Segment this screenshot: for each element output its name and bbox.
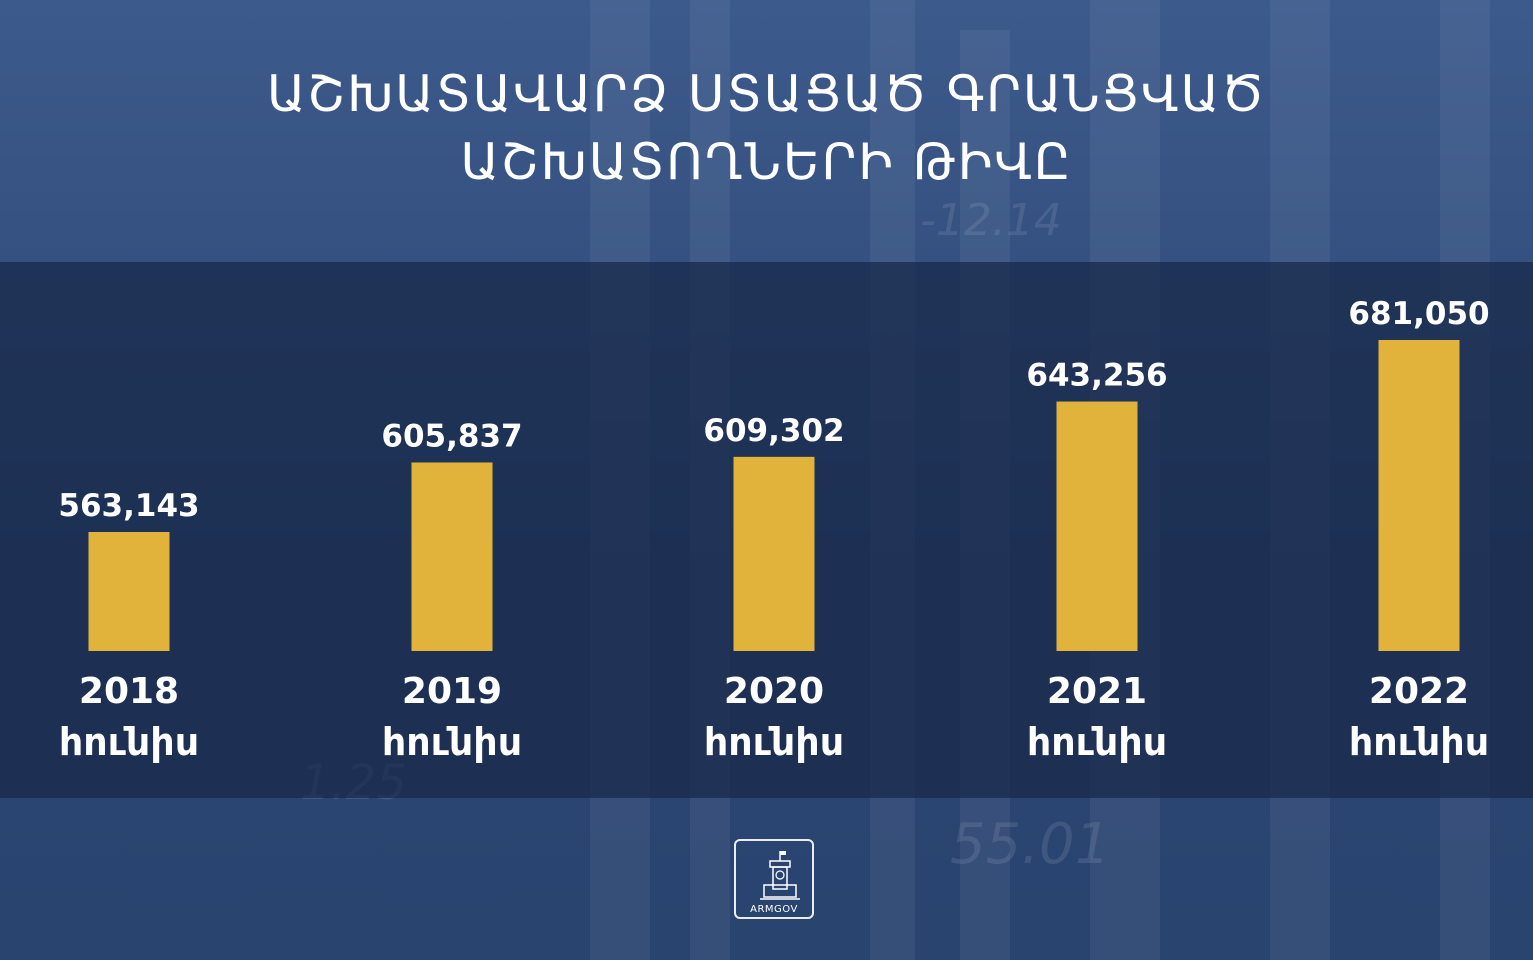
value-label-2020: 609,302 [703,413,844,449]
logo-text: ARMGOV [750,904,798,915]
bar-2020 [733,456,815,651]
category-label-2020: 2020 [724,671,824,712]
background-number: 55.01 [950,812,1111,877]
title-line-2: ԱՇԽԱՏՈՂՆԵՐԻ ԹԻՎԸ [460,133,1073,191]
value-label-2019: 605,837 [381,418,522,454]
category-label-2022: 2022 [1369,671,1469,712]
bar-2021 [1056,401,1138,651]
page-title: ԱՇԽԱՏԱՎԱՐՁ ՍՏԱՑԱԾ ԳՐԱՆՑՎԱԾ ԱՇԽԱՏՈՂՆԵՐԻ Թ… [0,60,1533,196]
category-sublabel-2022: հունիս [1349,720,1489,764]
bar-2022 [1378,340,1460,651]
bar-2019 [411,462,493,651]
category-label-2018: 2018 [79,671,179,712]
category-sublabel-2019: հունիս [382,720,522,764]
bar-2018 [88,532,170,651]
title-line-1: ԱՇԽԱՏԱՎԱՐՁ ՍՏԱՑԱԾ ԳՐԱՆՑՎԱԾ [266,65,1267,123]
value-label-2018: 563,143 [58,488,199,524]
value-label-2021: 643,256 [1026,358,1167,394]
category-label-2021: 2021 [1047,671,1147,712]
background-number: -12.14 [920,195,1062,246]
armgov-logo: ARMGOV [734,839,814,919]
government-building-icon [760,851,800,900]
category-sublabel-2018: հունիս [59,720,199,764]
value-label-2022: 681,050 [1348,296,1489,332]
category-sublabel-2020: հունիս [704,720,844,764]
category-sublabel-2021: հունիս [1027,720,1167,764]
category-label-2019: 2019 [402,671,502,712]
